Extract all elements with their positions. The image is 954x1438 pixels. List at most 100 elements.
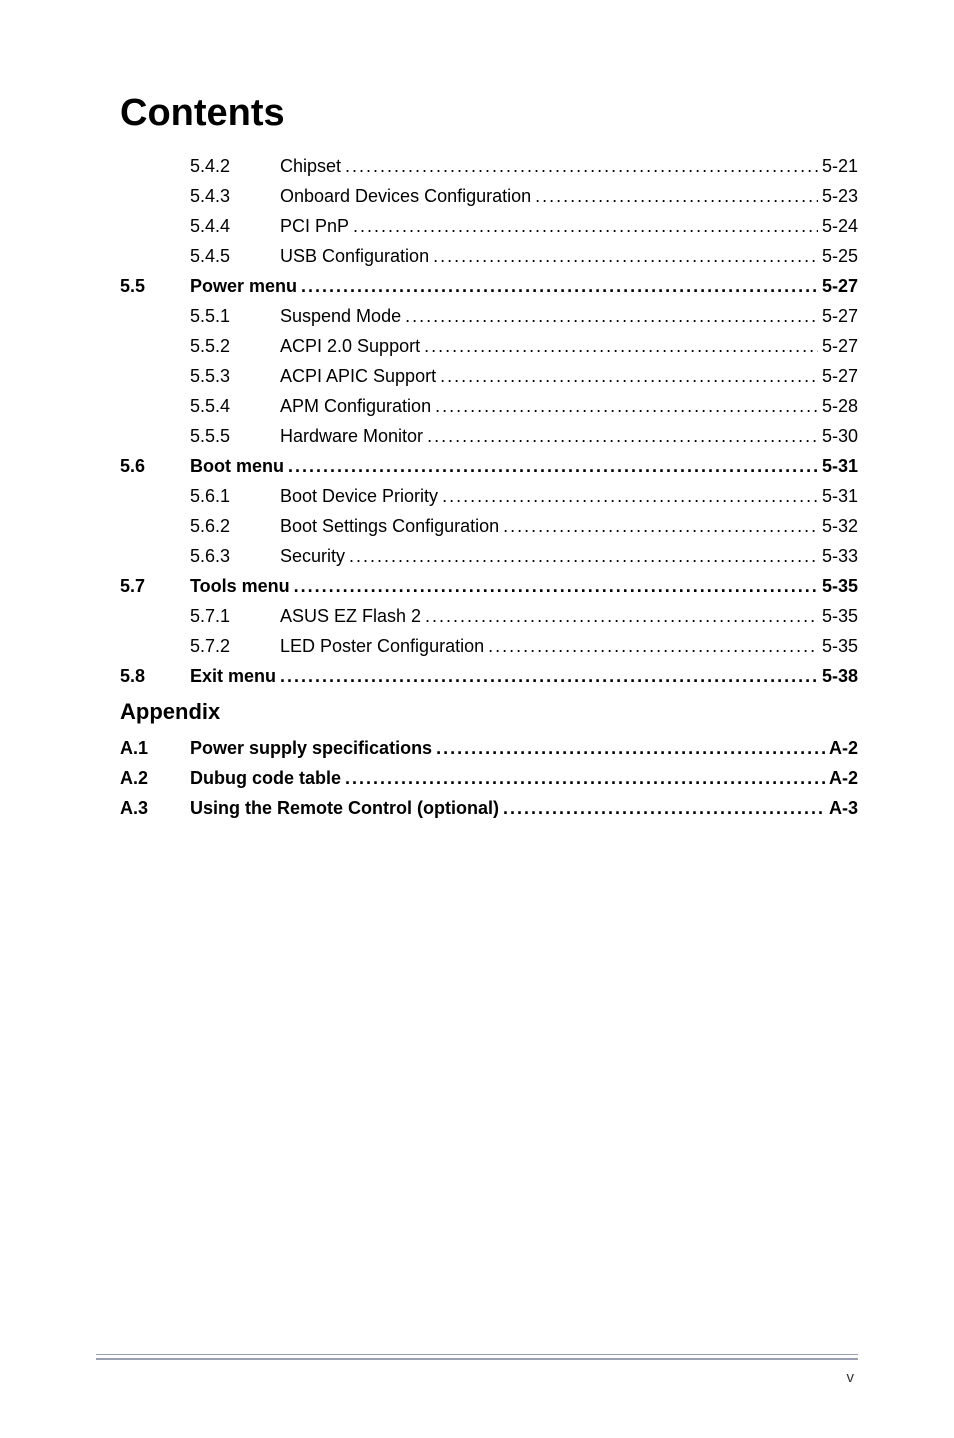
toc-row: 5.4.4PCI PnP............................… [120, 217, 858, 235]
toc-leader-dots: ........................................… [405, 307, 818, 325]
toc-row: A.1Power supply specifications..........… [120, 739, 858, 757]
toc-page-number: 5-35 [822, 577, 858, 595]
page-title: Contents [120, 92, 858, 135]
toc-subsection-number: 5.5.5 [190, 427, 280, 445]
toc-leader-dots: ........................................… [424, 337, 818, 355]
toc-leader-dots: ........................................… [436, 739, 825, 757]
toc-label: Power menu [190, 277, 297, 295]
toc-leader-dots: ........................................… [301, 277, 818, 295]
toc-row: 5.6Boot menu............................… [120, 457, 858, 475]
toc-subsection-number: 5.4.2 [190, 157, 280, 175]
toc-leader-dots: ........................................… [488, 637, 818, 655]
toc-page-number: 5-32 [822, 517, 858, 535]
toc-label: USB Configuration [280, 247, 429, 265]
toc-section-number: 5.6 [120, 457, 190, 475]
toc-subsection-number: 5.5.2 [190, 337, 280, 355]
toc-section-number: A.2 [120, 769, 190, 787]
toc-subsection-number: 5.6.3 [190, 547, 280, 565]
toc-page-number: 5-31 [822, 457, 858, 475]
toc-page-number: A-2 [829, 769, 858, 787]
toc-leader-dots: ........................................… [427, 427, 818, 445]
toc-page-number: 5-38 [822, 667, 858, 685]
toc-subsection-number: 5.4.4 [190, 217, 280, 235]
toc-section-number: A.1 [120, 739, 190, 757]
toc-subsection-number: 5.4.3 [190, 187, 280, 205]
toc-row: 5.5Power menu...........................… [120, 277, 858, 295]
toc-row: 5.5.2ACPI 2.0 Support...................… [120, 337, 858, 355]
toc-leader-dots: ........................................… [535, 187, 818, 205]
toc-leader-dots: ........................................… [353, 217, 818, 235]
toc-label: Security [280, 547, 345, 565]
toc-page-number: 5-25 [822, 247, 858, 265]
toc-page-number: 5-27 [822, 367, 858, 385]
toc-label: Boot menu [190, 457, 284, 475]
toc-row: 5.4.2Chipset............................… [120, 157, 858, 175]
toc-appendix: A.1Power supply specifications..........… [120, 739, 858, 817]
toc-leader-dots: ........................................… [345, 769, 825, 787]
toc-page-number: 5-31 [822, 487, 858, 505]
toc-row: 5.5.4APM Configuration..................… [120, 397, 858, 415]
footer-page-number: v [847, 1369, 855, 1386]
toc-leader-dots: ........................................… [425, 607, 818, 625]
toc-label: Chipset [280, 157, 341, 175]
toc-label: Boot Settings Configuration [280, 517, 499, 535]
toc-label: Onboard Devices Configuration [280, 187, 531, 205]
toc-subsection-number: 5.7.2 [190, 637, 280, 655]
toc-row: 5.6.3Security...........................… [120, 547, 858, 565]
toc-leader-dots: ........................................… [442, 487, 818, 505]
toc-row: 5.4.5USB Configuration..................… [120, 247, 858, 265]
toc-row: 5.7.1ASUS EZ Flash 2....................… [120, 607, 858, 625]
toc-label: Exit menu [190, 667, 276, 685]
toc-row: A.2Dubug code table.....................… [120, 769, 858, 787]
toc-main: 5.4.2Chipset............................… [120, 157, 858, 685]
toc-row: 5.6.1Boot Device Priority...............… [120, 487, 858, 505]
toc-section-number: 5.8 [120, 667, 190, 685]
toc-label: Dubug code table [190, 769, 341, 787]
toc-row: 5.7.2LED Poster Configuration...........… [120, 637, 858, 655]
toc-leader-dots: ........................................… [433, 247, 818, 265]
toc-leader-dots: ........................................… [288, 457, 818, 475]
appendix-heading: Appendix [120, 699, 858, 725]
toc-page-number: A-3 [829, 799, 858, 817]
toc-subsection-number: 5.5.3 [190, 367, 280, 385]
toc-leader-dots: ........................................… [349, 547, 818, 565]
toc-label: Tools menu [190, 577, 290, 595]
toc-leader-dots: ........................................… [503, 517, 818, 535]
toc-label: Power supply specifications [190, 739, 432, 757]
toc-label: Using the Remote Control (optional) [190, 799, 499, 817]
toc-page-number: 5-28 [822, 397, 858, 415]
toc-page-number: 5-27 [822, 277, 858, 295]
toc-subsection-number: 5.4.5 [190, 247, 280, 265]
toc-page-number: 5-30 [822, 427, 858, 445]
toc-page-number: 5-23 [822, 187, 858, 205]
toc-row: 5.5.5Hardware Monitor...................… [120, 427, 858, 445]
toc-page-number: 5-27 [822, 337, 858, 355]
toc-row: 5.5.1Suspend Mode.......................… [120, 307, 858, 325]
toc-label: Boot Device Priority [280, 487, 438, 505]
toc-page-number: 5-27 [822, 307, 858, 325]
toc-section-number: A.3 [120, 799, 190, 817]
toc-label: PCI PnP [280, 217, 349, 235]
toc-leader-dots: ........................................… [280, 667, 818, 685]
toc-section-number: 5.5 [120, 277, 190, 295]
toc-page-number: 5-21 [822, 157, 858, 175]
toc-subsection-number: 5.6.1 [190, 487, 280, 505]
toc-subsection-number: 5.5.4 [190, 397, 280, 415]
toc-label: ACPI 2.0 Support [280, 337, 420, 355]
page: Contents 5.4.2Chipset...................… [0, 0, 954, 1438]
toc-label: Suspend Mode [280, 307, 401, 325]
toc-page-number: 5-24 [822, 217, 858, 235]
toc-leader-dots: ........................................… [294, 577, 818, 595]
toc-row: 5.7Tools menu...........................… [120, 577, 858, 595]
toc-leader-dots: ........................................… [440, 367, 818, 385]
toc-page-number: 5-35 [822, 637, 858, 655]
toc-row: A.3Using the Remote Control (optional)..… [120, 799, 858, 817]
toc-row: 5.5.3ACPI APIC Support..................… [120, 367, 858, 385]
toc-page-number: 5-35 [822, 607, 858, 625]
toc-label: ACPI APIC Support [280, 367, 436, 385]
toc-subsection-number: 5.7.1 [190, 607, 280, 625]
toc-row: 5.6.2Boot Settings Configuration........… [120, 517, 858, 535]
toc-label: Hardware Monitor [280, 427, 423, 445]
toc-row: 5.4.3Onboard Devices Configuration......… [120, 187, 858, 205]
toc-leader-dots: ........................................… [345, 157, 818, 175]
